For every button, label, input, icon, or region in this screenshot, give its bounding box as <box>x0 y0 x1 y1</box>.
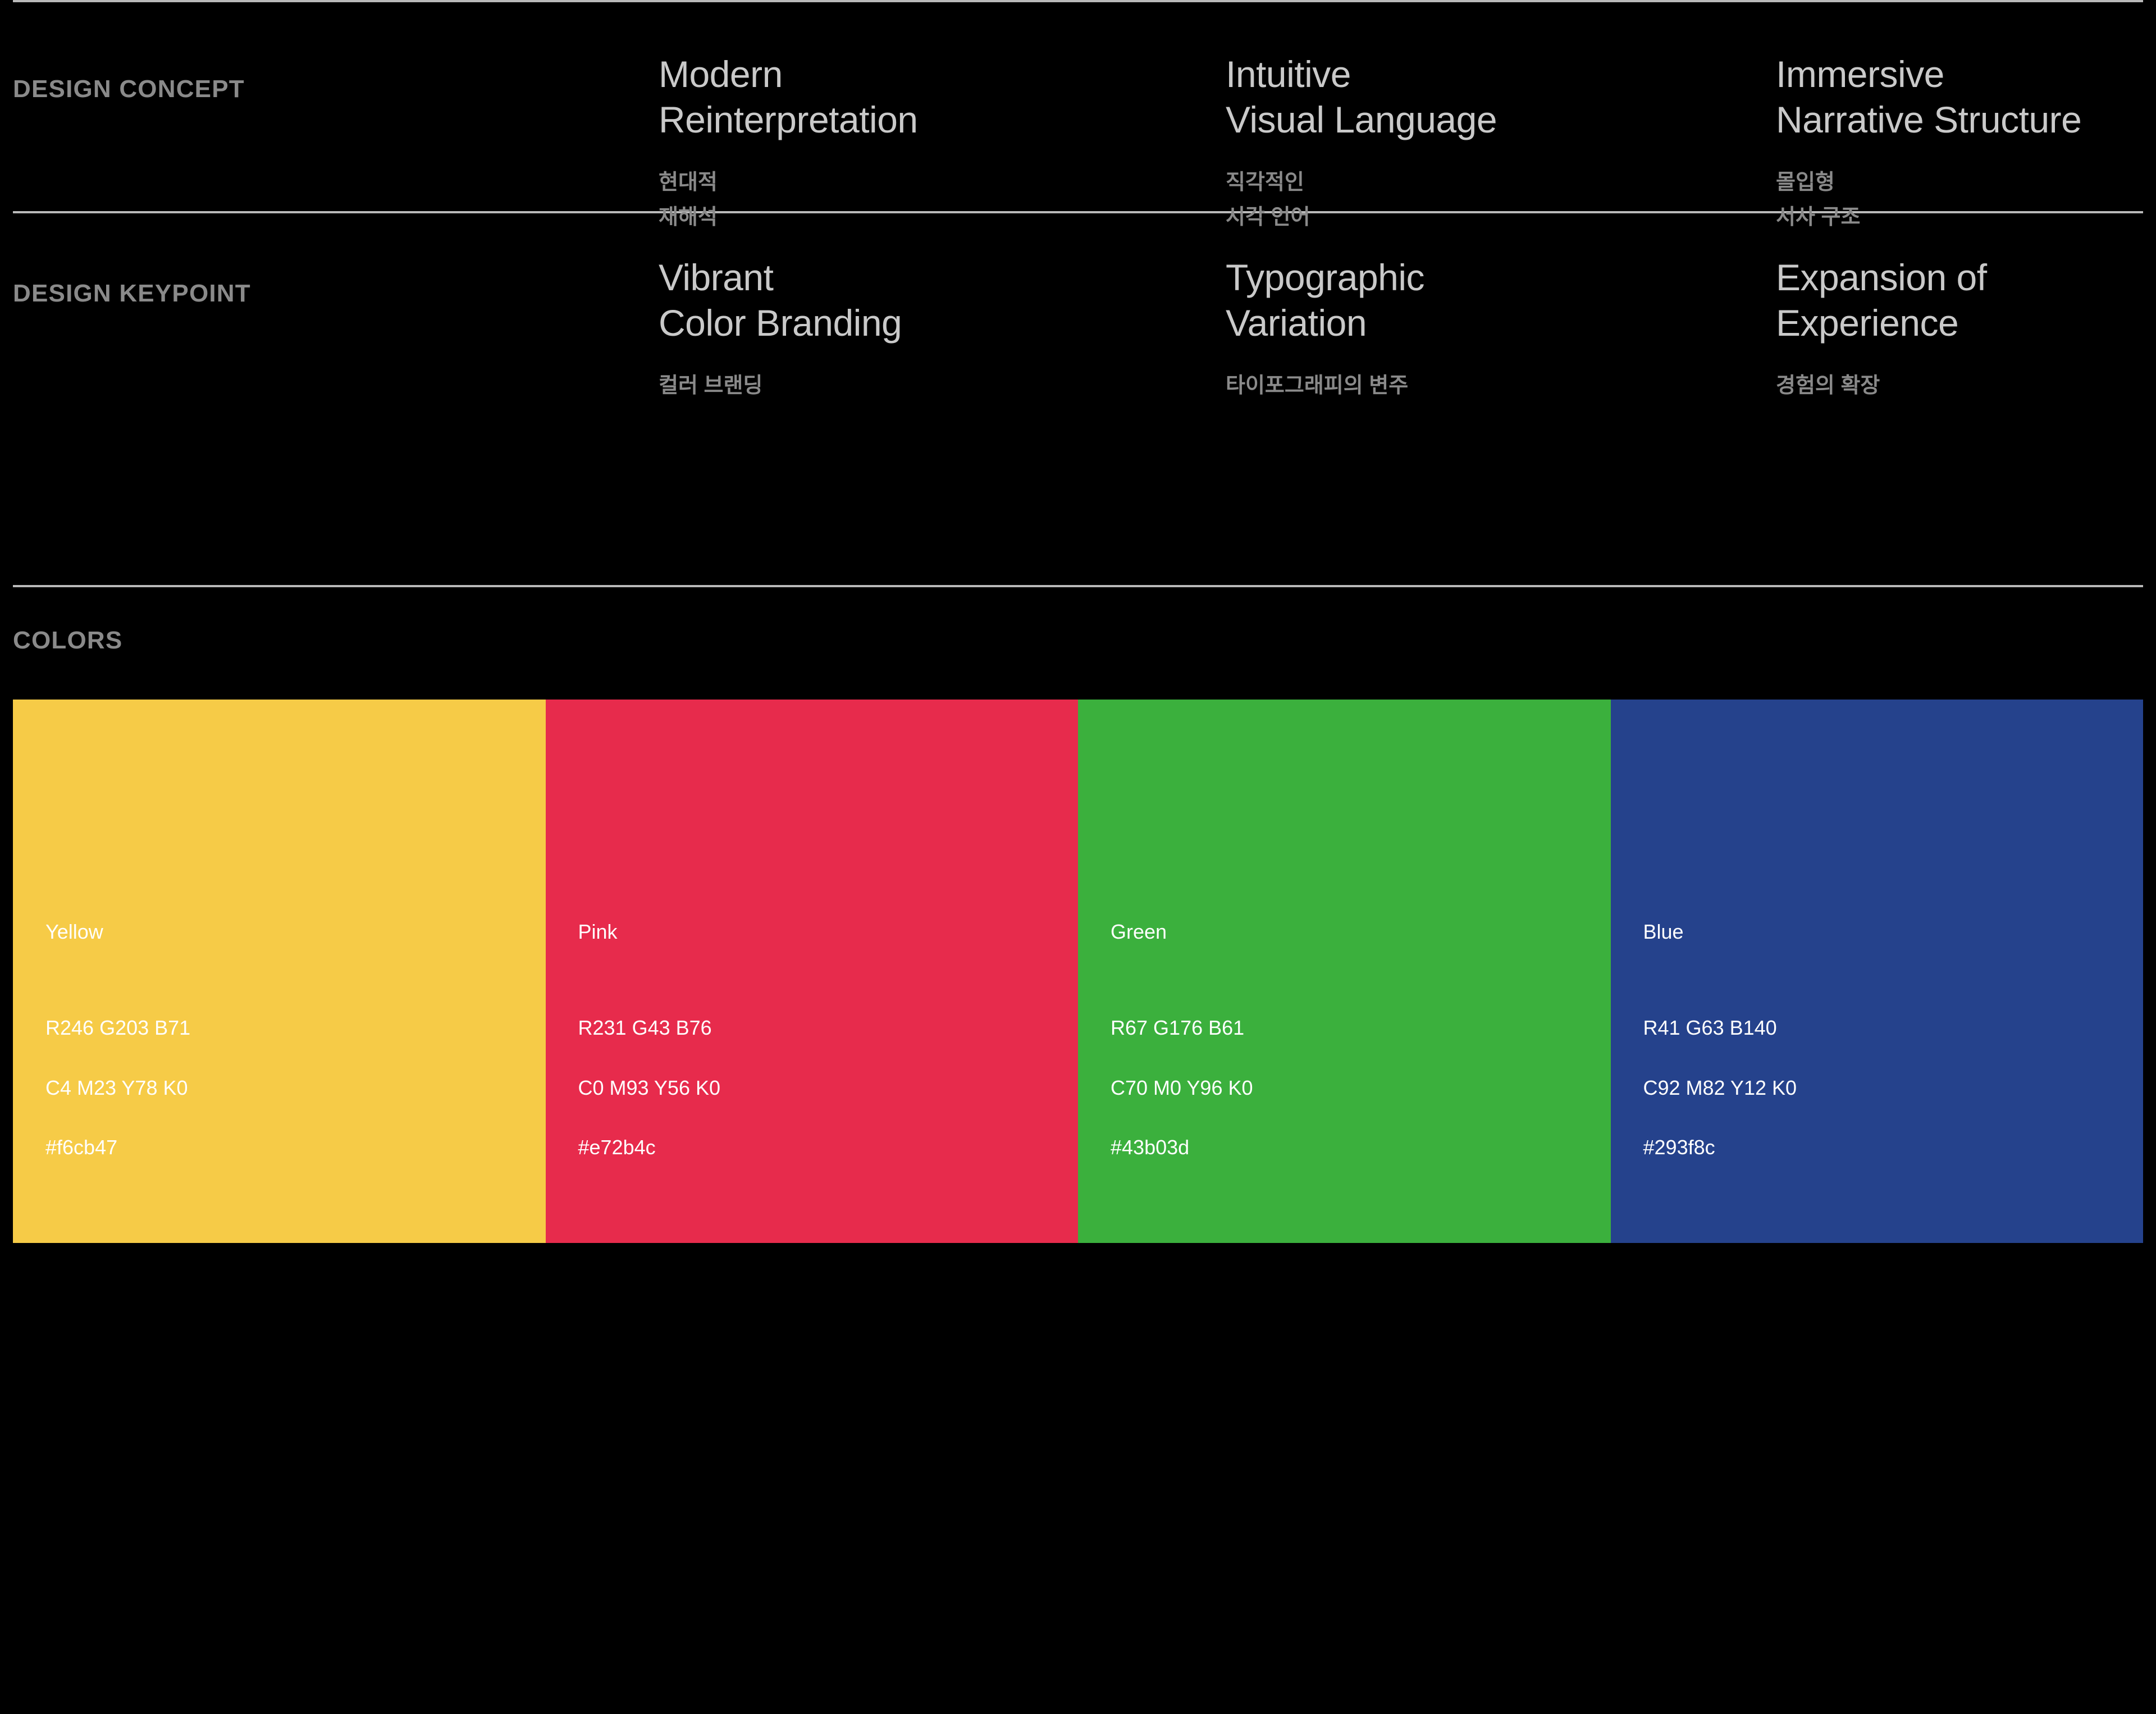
concept-item-3-title-line1: Immersive <box>1776 53 1944 95</box>
color-swatch-green-rgb: R67 G176 B61 <box>1111 1016 1245 1040</box>
section-label-design-concept: DESIGN CONCEPT <box>13 75 245 103</box>
concept-item-2-subtitle: 직각적인 시각 언어 <box>1226 166 1776 235</box>
color-swatch-green-cmyk: C70 M0 Y96 K0 <box>1111 1076 1253 1099</box>
color-swatch-green-info: Green R67 G176 B61 C70 M0 Y96 K0 #43b03d <box>1111 920 1593 1192</box>
concept-item-3-title: Immersive Narrative Structure <box>1776 52 2143 142</box>
divider-top <box>13 0 2143 2</box>
design-keypoint-section: DESIGN KEYPOINT Vibrant Color Branding 컬… <box>13 213 2143 585</box>
concept-item-3-sub-line2: 서사 구조 <box>1776 205 1861 229</box>
keypoint-item-3-title-line2: Experience <box>1776 301 1959 344</box>
color-swatch-blue-specs: R41 G63 B140 C92 M82 Y12 K0 #293f8c <box>1643 983 2126 1192</box>
divider-colors <box>13 585 2143 587</box>
color-swatch-yellow-specs: R246 G203 B71 C4 M23 Y78 K0 #f6cb47 <box>45 983 528 1192</box>
colors-section: COLORS Yellow R246 G203 B71 C4 M23 Y78 K… <box>13 587 2143 1243</box>
concept-item-2: Intuitive Visual Language 직각적인 시각 언어 <box>1226 52 1776 235</box>
color-swatch-blue-cmyk: C92 M82 Y12 K0 <box>1643 1076 1797 1099</box>
keypoint-item-3-title-line1: Expansion of <box>1776 257 1987 298</box>
concept-item-3-sub-line1: 몰입형 <box>1776 171 1835 195</box>
color-swatch-pink-cmyk: C0 M93 Y56 K0 <box>578 1076 721 1099</box>
keypoint-item-2-subtitle: 타이포그래피의 변주 <box>1226 374 1409 398</box>
color-swatch-green-specs: R67 G176 B61 C70 M0 Y96 K0 #43b03d <box>1111 983 1593 1192</box>
concept-item-1: Modern Reinterpretation 현대적 재해석 <box>659 52 1226 235</box>
keypoint-item-1: Vibrant Color Branding 컬러 브랜딩 <box>659 255 1226 585</box>
color-swatch-strip: Yellow R246 G203 B71 C4 M23 Y78 K0 #f6cb… <box>13 700 2143 1243</box>
keypoint-item-1-subtitle: 컬러 브랜딩 <box>659 374 763 398</box>
color-swatch-blue[interactable]: Blue R41 G63 B140 C92 M82 Y12 K0 #293f8c <box>1610 700 2143 1243</box>
color-swatch-green-hex: #43b03d <box>1111 1136 1190 1159</box>
concept-item-3-subtitle: 몰입형 서사 구조 <box>1776 166 2143 235</box>
keypoint-item-1-title-line1: Vibrant <box>659 257 774 298</box>
color-swatch-green[interactable]: Green R67 G176 B61 C70 M0 Y96 K0 #43b03d <box>1078 700 1611 1243</box>
keypoint-item-2-title-line2: Variation <box>1226 301 1367 344</box>
concept-item-1-sub-line2: 재해석 <box>659 205 718 229</box>
divider-middle <box>13 211 2143 213</box>
color-swatch-yellow-name: Yellow <box>45 920 103 943</box>
color-swatch-blue-name: Blue <box>1643 920 1684 943</box>
concept-item-1-title-line1: Modern <box>659 53 783 95</box>
color-swatch-pink-rgb: R231 G43 B76 <box>578 1016 712 1040</box>
concept-item-3-title-line2: Narrative Structure <box>1776 98 2082 140</box>
color-swatch-blue-hex: #293f8c <box>1643 1136 1715 1159</box>
keypoint-item-3-subtitle: 경험의 확장 <box>1776 374 1880 398</box>
concept-item-2-title: Intuitive Visual Language <box>1226 52 1776 142</box>
concept-item-2-title-line2: Visual Language <box>1226 98 1497 140</box>
keypoint-item-1-title: Vibrant Color Branding <box>659 255 1226 345</box>
color-swatch-pink-name: Pink <box>578 920 618 943</box>
concept-item-1-sub-line1: 현대적 <box>659 171 718 195</box>
concept-item-1-subtitle: 현대적 재해석 <box>659 166 1226 235</box>
keypoint-item-3: Expansion of Experience 경험의 확장 <box>1776 255 2143 585</box>
keypoint-item-2-title: Typographic Variation <box>1226 255 1776 345</box>
color-swatch-yellow-cmyk: C4 M23 Y78 K0 <box>45 1076 188 1099</box>
concept-item-2-sub-line1: 직각적인 <box>1226 171 1304 195</box>
concept-item-2-sub-line2: 시각 언어 <box>1226 205 1310 229</box>
concept-item-1-title-line2: Reinterpretation <box>659 98 918 140</box>
keypoint-item-1-title-line2: Color Branding <box>659 301 902 344</box>
color-swatch-pink-info: Pink R231 G43 B76 C0 M93 Y56 K0 #e72b4c <box>578 920 1061 1192</box>
color-swatch-yellow-rgb: R246 G203 B71 <box>45 1016 191 1040</box>
concept-item-3: Immersive Narrative Structure 몰입형 서사 구조 <box>1776 52 2143 235</box>
color-swatch-yellow-info: Yellow R246 G203 B71 C4 M23 Y78 K0 #f6cb… <box>45 920 528 1192</box>
color-swatch-blue-info: Blue R41 G63 B140 C92 M82 Y12 K0 #293f8c <box>1643 920 2126 1192</box>
section-label-design-keypoint: DESIGN KEYPOINT <box>13 280 251 307</box>
color-swatch-yellow[interactable]: Yellow R246 G203 B71 C4 M23 Y78 K0 #f6cb… <box>13 700 546 1243</box>
color-swatch-yellow-hex: #f6cb47 <box>45 1136 118 1159</box>
concept-item-1-title: Modern Reinterpretation <box>659 52 1226 142</box>
keypoint-item-3-title: Expansion of Experience <box>1776 255 2143 345</box>
design-concept-section: DESIGN CONCEPT Modern Reinterpretation 현… <box>13 2 2143 229</box>
color-swatch-blue-rgb: R41 G63 B140 <box>1643 1016 1777 1040</box>
color-swatch-pink-specs: R231 G43 B76 C0 M93 Y56 K0 #e72b4c <box>578 983 1061 1192</box>
section-label-colors: COLORS <box>13 627 123 654</box>
color-swatch-pink-hex: #e72b4c <box>578 1136 656 1159</box>
keypoint-item-2-title-line1: Typographic <box>1226 257 1425 298</box>
color-swatch-pink[interactable]: Pink R231 G43 B76 C0 M93 Y56 K0 #e72b4c <box>545 700 1078 1243</box>
color-swatch-green-name: Green <box>1111 920 1167 943</box>
keypoint-item-2: Typographic Variation 타이포그래피의 변주 <box>1226 255 1776 585</box>
concept-item-2-title-line1: Intuitive <box>1226 53 1351 95</box>
